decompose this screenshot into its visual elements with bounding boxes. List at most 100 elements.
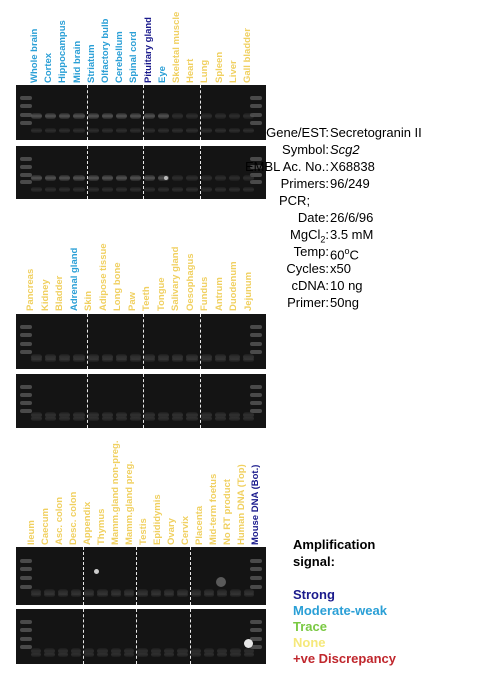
gel-band-lower (172, 127, 184, 133)
ladder-band (250, 567, 262, 572)
ladder-band (20, 156, 32, 161)
gel-band-lower (97, 592, 108, 598)
gel-band (44, 588, 55, 595)
gel-band-lower (31, 127, 43, 133)
gene-value: Secretogranin II (330, 125, 422, 140)
gel-band-lower (115, 416, 127, 422)
date-value: 26/6/96 (330, 210, 374, 225)
gel-band-lower (228, 356, 240, 362)
gel-band-lower (59, 356, 71, 362)
gel-band-lower (73, 416, 85, 422)
gel-band (87, 112, 99, 119)
legend-strong: Strong (293, 587, 335, 602)
gel-band-lower (73, 356, 85, 362)
gel-band-lower (44, 651, 55, 657)
lane-separator (189, 547, 191, 605)
ladder-band (20, 96, 32, 100)
ladder-band (250, 172, 262, 177)
ladder-band (20, 172, 32, 177)
gel-band-lower (200, 416, 212, 422)
ladder-band (20, 120, 32, 125)
gel-band-lower (186, 187, 198, 193)
gel-band-lower (87, 416, 99, 422)
gel-band (163, 588, 175, 595)
gel-band-lower (158, 356, 170, 362)
gel-band (242, 353, 254, 360)
ladder-band (250, 576, 262, 580)
gel-band (45, 353, 57, 360)
gel-band (73, 175, 85, 182)
legend-discrepancy: +ve Discrepancy (293, 651, 396, 666)
gel-band-lower (214, 127, 226, 133)
gel-band-lower (242, 127, 254, 133)
gel-panel1-top (16, 85, 266, 140)
gel-band-lower (190, 651, 201, 657)
gel-band-lower (214, 416, 226, 422)
gel-band (217, 588, 228, 595)
gel-band (59, 112, 71, 119)
gel-panel3-top (16, 547, 266, 605)
gel-band (243, 647, 254, 654)
gel-band-lower (242, 356, 254, 362)
ladder-band (20, 628, 32, 633)
gel-band-lower (110, 651, 122, 657)
gel-band (115, 112, 127, 119)
gel-band-lower (230, 651, 241, 657)
lane-separator (189, 609, 191, 664)
gel-band (87, 175, 99, 182)
gel-band (45, 175, 57, 182)
gel-band (129, 112, 141, 119)
gel-band (172, 411, 184, 418)
gel-band-lower (31, 592, 42, 598)
ladder-band (250, 636, 262, 641)
cdna-value: 10 ng (330, 278, 363, 293)
gel-band-lower (137, 651, 148, 657)
gel-band-lower (144, 187, 156, 193)
gel-band (31, 588, 42, 595)
gene-key: Gene/EST: (266, 125, 329, 140)
ladder-band (20, 558, 32, 563)
gel-band-lower (59, 187, 71, 193)
lane-separator (199, 374, 201, 428)
gel-band-lower (101, 356, 113, 362)
gel-band-lower (163, 651, 175, 657)
lane-separator (199, 314, 201, 369)
ladder-band (20, 409, 32, 414)
gel-band-lower (158, 187, 170, 193)
lane-separator (86, 374, 88, 428)
ladder-band (20, 644, 32, 649)
gel-band (172, 112, 184, 119)
ladder-band (20, 567, 32, 572)
ladder-band (250, 96, 262, 100)
lane-separator (143, 374, 144, 428)
gel-band-lower (124, 592, 135, 598)
lane-separator (83, 547, 85, 605)
lane-separator (143, 85, 144, 140)
ladder-band (20, 333, 32, 338)
ladder-band (250, 401, 262, 405)
gel-band-lower (73, 187, 85, 193)
gel-band-lower (214, 356, 226, 362)
gel-panel3-bottom (16, 609, 266, 664)
gel-band-lower (144, 356, 156, 362)
gel-band-lower (44, 592, 55, 598)
gel-band-lower (243, 592, 254, 598)
gel-band (101, 411, 113, 418)
gel-band (31, 411, 43, 418)
gel-band-lower (45, 127, 57, 133)
gel-band (84, 647, 95, 654)
gel-band (190, 588, 201, 595)
ladder-band (20, 584, 32, 589)
gel-band (214, 411, 226, 418)
gel-band-lower (101, 416, 113, 422)
ladder-band (250, 620, 262, 624)
gel-band-lower (172, 356, 184, 362)
temp-value: 60oC (330, 246, 359, 263)
gel-band (59, 353, 71, 360)
gel-band (97, 647, 108, 654)
gel-band-lower (110, 592, 122, 598)
gel-band-lower (31, 416, 43, 422)
date-key: Date: (297, 210, 329, 225)
gel-band-lower (129, 416, 141, 422)
gel-band-lower (242, 416, 254, 422)
